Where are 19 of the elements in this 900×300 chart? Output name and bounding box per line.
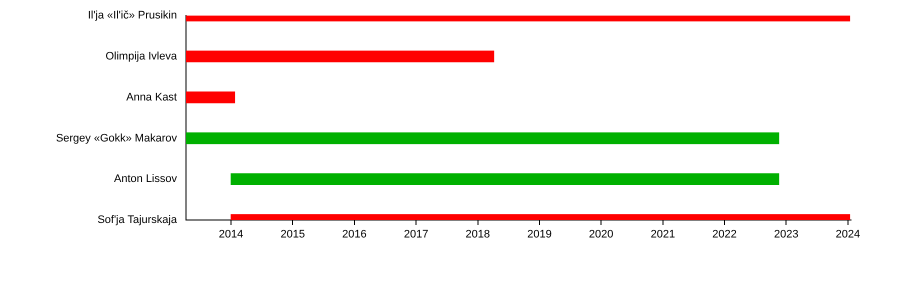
x-tick-label: 2024 — [836, 228, 860, 241]
x-tick-label: 2014 — [218, 228, 244, 241]
y-tick-label: Anna Kast — [126, 91, 177, 104]
x-tick-label: 2016 — [342, 228, 367, 241]
x-tick-label: 2018 — [466, 228, 490, 241]
bar — [186, 92, 236, 104]
y-tick-label: Sergey «Gokk» Makarov — [56, 132, 178, 144]
x-tick-label: 2021 — [650, 228, 676, 241]
x-tick-label: 2017 — [404, 228, 428, 241]
y-tick-label: Il'ja «Il'ič» Prusikin — [88, 10, 177, 22]
x-tick-label: 2015 — [280, 228, 305, 241]
y-tick-label: Anton Lissov — [114, 173, 178, 186]
x-tick-label: 2020 — [588, 228, 614, 241]
x-tick-label: 2023 — [774, 228, 798, 241]
y-tick-label: Olimpija Ivleva — [105, 50, 178, 63]
y-tick-label: Sof'ja Tajurskaja — [97, 214, 178, 226]
x-tick-label: 2019 — [527, 228, 552, 241]
bar — [186, 132, 780, 144]
x-tick-label: 2022 — [712, 228, 737, 241]
